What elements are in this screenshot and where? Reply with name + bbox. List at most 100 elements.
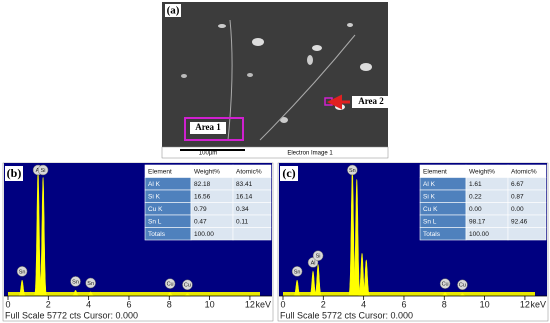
x-unit: keV	[255, 299, 271, 309]
spectrum-peak	[362, 259, 371, 296]
area-label: Area 1	[195, 122, 221, 132]
panel-label: (b)	[7, 166, 22, 180]
spectrum-peak	[441, 292, 449, 297]
table-header: Element	[148, 168, 172, 175]
x-tick-label: 12	[245, 299, 255, 309]
table-value: 0.11	[236, 218, 249, 225]
x-tick-label: 8	[167, 299, 172, 309]
table-value: 0.47	[194, 218, 207, 225]
x-tick-label: 2	[46, 299, 51, 309]
peak-marker	[37, 164, 49, 176]
table-header: Weight%	[469, 168, 495, 175]
peak-label: Sn	[294, 269, 301, 275]
table-value: 100.00	[469, 231, 489, 238]
status-line: Full Scale 5772 cts Cursor: 0.000	[5, 310, 138, 320]
spectrum-peak	[353, 178, 361, 295]
x-tick-label: 2	[321, 299, 326, 309]
table-value: 0.87	[511, 193, 524, 200]
table-value: 100.00	[194, 231, 214, 238]
status-line: Full Scale 5772 cts Cursor: 0.000	[280, 310, 413, 320]
table-value: Al K	[148, 181, 161, 188]
table-value: 98.17	[469, 218, 486, 225]
table-value: 0.79	[194, 206, 207, 213]
table-header: Weight%	[194, 168, 220, 175]
spectrum-peak	[166, 292, 174, 297]
x-unit: keV	[530, 299, 546, 309]
panel-label-box	[5, 166, 23, 181]
peak-marker	[439, 278, 451, 289]
table-value: Cu K	[423, 206, 438, 213]
table-value: 6.67	[511, 181, 524, 188]
spectrum-peak	[39, 177, 47, 295]
table-value: 0.00	[469, 206, 482, 213]
x-tick-label: 8	[442, 299, 447, 309]
peak-label: Si	[316, 254, 321, 260]
table-value: Si K	[148, 193, 161, 200]
peak-marker	[347, 164, 358, 176]
spectrum-peak	[18, 280, 27, 297]
table-value: 1.61	[469, 181, 482, 188]
table-value: Sn L	[148, 218, 162, 225]
panel-label: (a)	[167, 5, 180, 17]
peak-label: Cu	[459, 283, 466, 289]
table-value: 16.56	[194, 193, 211, 200]
table-value: 92.46	[511, 218, 528, 225]
x-tick-label: 4	[361, 299, 366, 309]
spectrum-peak	[72, 290, 79, 297]
peak-label: Si	[41, 168, 46, 174]
peak-label: Cu	[442, 282, 449, 288]
peak-marker	[70, 276, 81, 287]
table-value: Al K	[423, 181, 436, 188]
peak-marker	[85, 277, 96, 289]
x-tick-label: 0	[5, 299, 10, 309]
peak-label: Sn	[349, 168, 356, 174]
table-value: 0.22	[469, 193, 482, 200]
table-value: 82.18	[194, 181, 211, 188]
x-tick-label: 4	[86, 299, 91, 309]
table-value: 0.34	[236, 206, 249, 213]
peak-marker	[16, 266, 28, 277]
panel-label-box	[280, 166, 298, 181]
x-tick-label: 10	[480, 299, 490, 309]
x-tick-label: 10	[205, 299, 215, 309]
table-header: Atomic%	[236, 168, 262, 175]
panel-label: (c)	[282, 166, 295, 180]
table-header: Element	[423, 168, 447, 175]
spectrum-peak	[86, 291, 95, 297]
x-tick-label: 6	[126, 299, 131, 309]
peak-marker	[182, 279, 193, 291]
table-value: 83.41	[236, 181, 253, 188]
peak-label: Cu	[184, 283, 191, 289]
table-cell	[232, 227, 272, 241]
table-value: 0.00	[511, 206, 524, 213]
image-caption: Electron Image 1	[287, 151, 333, 157]
peak-label: Sn	[19, 269, 26, 275]
background-floor	[283, 292, 535, 296]
peak-marker	[164, 278, 176, 289]
peak-label: Sn	[72, 279, 79, 285]
table-value: 16.14	[236, 193, 253, 200]
peak-label: Sn	[87, 281, 94, 287]
table-value: Si K	[423, 193, 436, 200]
table-header: Atomic%	[511, 168, 537, 175]
table-value: Totals	[148, 231, 166, 238]
table-value: Totals	[423, 231, 441, 238]
x-tick-label: 6	[401, 299, 406, 309]
spectrum-peak	[293, 280, 302, 297]
x-tick-label: 12	[520, 299, 530, 309]
table-value: Sn L	[423, 218, 437, 225]
area-label: Area 2	[358, 96, 384, 106]
table-cell	[507, 227, 547, 241]
peak-label: Al	[311, 260, 316, 266]
spectrum-peak	[314, 264, 323, 296]
peak-marker	[312, 250, 324, 261]
sem-image	[161, 2, 390, 159]
peak-marker	[291, 266, 303, 277]
x-tick-label: 0	[280, 299, 285, 309]
scale-bar-label: 100µm	[199, 151, 217, 157]
peak-label: Cu	[167, 282, 174, 288]
background-floor	[8, 292, 260, 296]
peak-marker	[457, 279, 468, 291]
